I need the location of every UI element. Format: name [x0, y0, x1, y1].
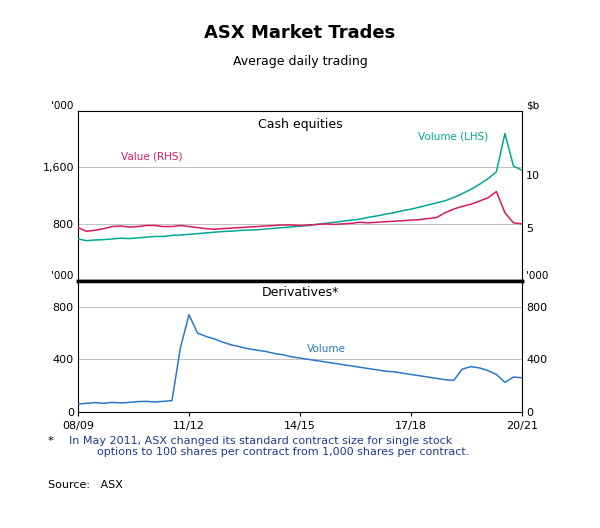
Text: '000: '000: [51, 271, 74, 281]
Text: Source:   ASX: Source: ASX: [48, 480, 123, 491]
Text: Cash equities: Cash equities: [257, 118, 343, 130]
Text: '000: '000: [526, 271, 549, 281]
Text: '000: '000: [51, 101, 74, 111]
Text: *: *: [48, 436, 53, 446]
Text: In May 2011, ASX changed its standard contract size for single stock
        opt: In May 2011, ASX changed its standard co…: [69, 436, 469, 457]
Text: Value (RHS): Value (RHS): [121, 152, 182, 162]
Text: $b: $b: [526, 101, 539, 111]
Text: Volume (LHS): Volume (LHS): [418, 131, 488, 142]
Text: Derivatives*: Derivatives*: [262, 286, 338, 299]
Text: Volume: Volume: [307, 344, 346, 354]
Text: Average daily trading: Average daily trading: [233, 55, 367, 69]
Text: ASX Market Trades: ASX Market Trades: [205, 24, 395, 42]
